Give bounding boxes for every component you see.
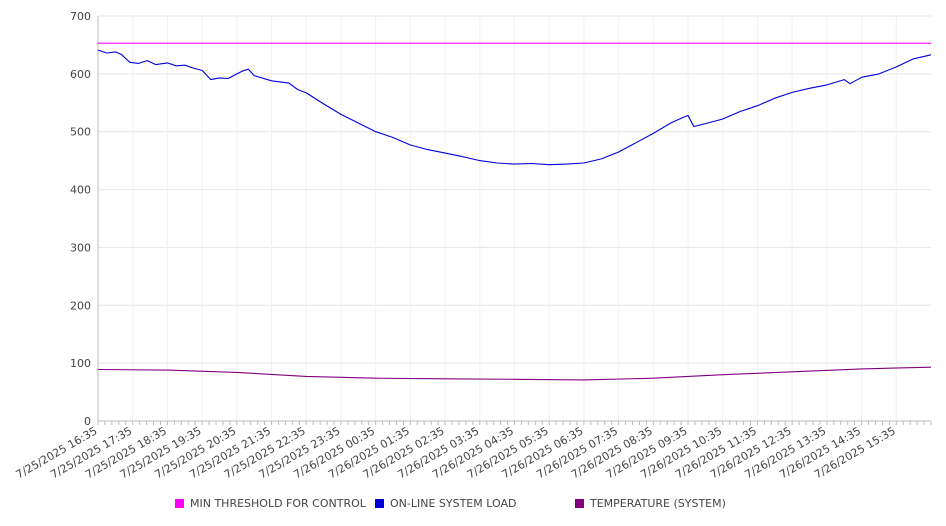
legend-label-min-threshold: MIN THRESHOLD FOR CONTROL	[190, 497, 366, 510]
y-tick-label: 400	[70, 184, 91, 197]
legend-swatch-temperature	[575, 499, 584, 508]
y-tick-label: 700	[70, 10, 91, 23]
series-line-temperature	[97, 366, 932, 381]
legend-item-temperature[interactable]: TEMPERATURE (SYSTEM)	[575, 497, 726, 510]
legend-item-system-load[interactable]: ON-LINE SYSTEM LOAD	[375, 497, 516, 510]
legend: MIN THRESHOLD FOR CONTROL ON-LINE SYSTEM…	[0, 497, 946, 513]
legend-swatch-min-threshold	[175, 499, 184, 508]
y-tick-label: 300	[70, 241, 91, 254]
legend-item-min-threshold[interactable]: MIN THRESHOLD FOR CONTROL	[175, 497, 366, 510]
legend-swatch-system-load	[375, 499, 384, 508]
y-tick-label: 500	[70, 126, 91, 139]
y-tick-label: 200	[70, 299, 91, 312]
y-tick-label: 0	[84, 415, 91, 428]
legend-label-temperature: TEMPERATURE (SYSTEM)	[590, 497, 726, 510]
legend-label-system-load: ON-LINE SYSTEM LOAD	[390, 497, 517, 510]
y-tick-label: 100	[70, 357, 91, 370]
series-line-system-load	[97, 49, 932, 166]
y-tick-label: 600	[70, 68, 91, 81]
